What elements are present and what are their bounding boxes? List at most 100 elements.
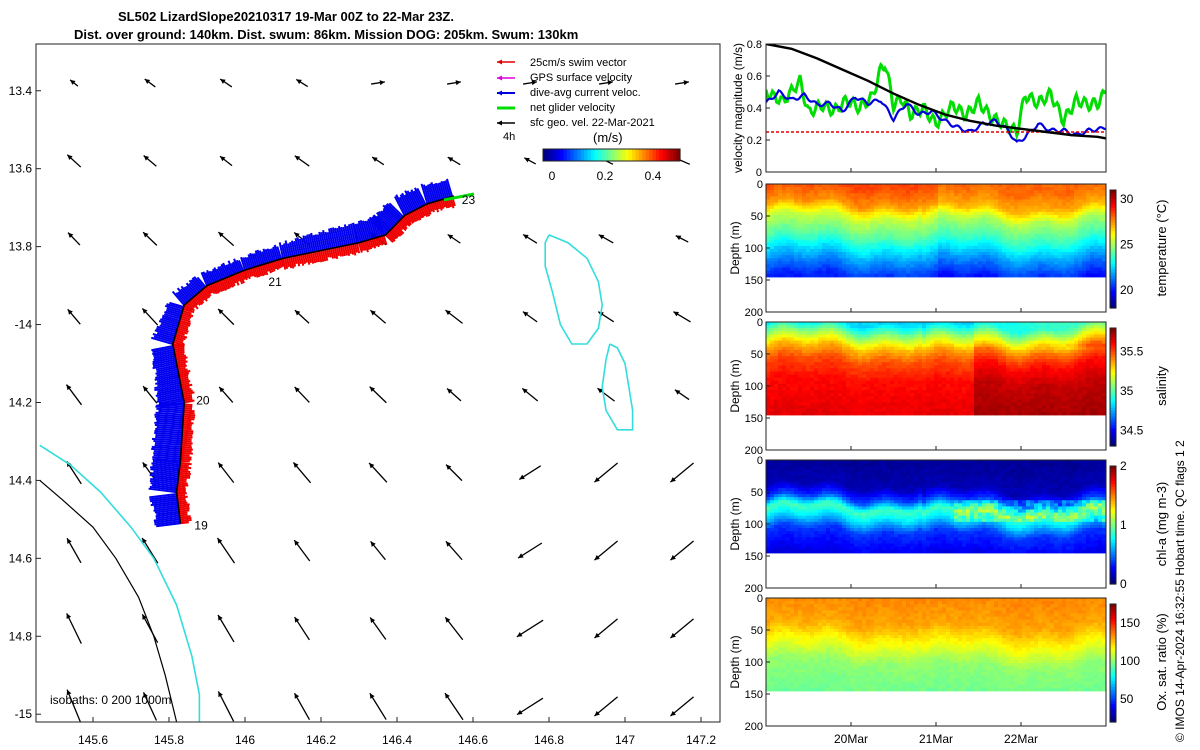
- dive-avg-vector: [444, 180, 452, 198]
- heat-cell: [1050, 227, 1055, 231]
- heat-cell: [966, 236, 971, 241]
- heat-cell: [766, 349, 771, 354]
- heat-cell: [782, 221, 787, 225]
- heat-cell: [766, 205, 771, 210]
- heat-cell: [794, 233, 799, 238]
- heat-cell: [794, 258, 799, 262]
- dive-avg-vector: [152, 348, 175, 356]
- heat-cell: [886, 408, 891, 413]
- geo-arrowhead: [296, 79, 302, 85]
- heat-cell: [878, 258, 883, 262]
- heat-cell: [766, 273, 771, 278]
- heat-cell: [1070, 214, 1075, 219]
- heat-cell: [1074, 218, 1079, 222]
- heat-cell: [942, 390, 947, 394]
- heat-cell: [1002, 218, 1007, 222]
- heat-cell: [850, 340, 855, 345]
- dive-avg-vector: [159, 324, 178, 332]
- heat-cell: [970, 346, 975, 351]
- heat-cell: [1026, 193, 1031, 197]
- heat-cell: [830, 261, 835, 266]
- heat-cell: [906, 368, 911, 373]
- heat-cell: [786, 377, 791, 382]
- heat-cell: [922, 331, 927, 335]
- dive-avg-vector: [154, 374, 180, 381]
- heat-cell: [926, 218, 931, 222]
- heat-cell: [922, 362, 927, 366]
- heat-cell: [978, 245, 983, 250]
- heat-cell: [846, 383, 851, 388]
- heat-cell: [778, 233, 783, 238]
- heat-cell: [866, 374, 871, 379]
- heat-cell: [794, 343, 799, 348]
- heat-cell: [918, 255, 923, 259]
- heat-cell: [914, 221, 919, 225]
- heat-cell: [822, 208, 827, 213]
- heat-cell: [926, 368, 931, 373]
- heat-cell: [814, 349, 819, 354]
- heat-cell: [950, 258, 955, 262]
- heat-cell: [950, 331, 955, 335]
- heat-cell: [962, 368, 967, 373]
- swim-vector: [292, 256, 297, 267]
- heat-cell: [1026, 270, 1031, 275]
- heat-cell: [930, 405, 935, 410]
- heat-cell: [1094, 255, 1099, 259]
- heat-cell: [886, 190, 891, 194]
- heat-cell: [850, 187, 855, 191]
- heat-cell: [814, 343, 819, 348]
- heat-cell: [850, 386, 855, 391]
- heat-cell: [794, 408, 799, 413]
- heat-cell: [838, 264, 843, 269]
- heat-cell: [930, 365, 935, 369]
- heat-cell: [822, 377, 827, 382]
- heat-cell: [962, 233, 967, 238]
- heat-cell: [1014, 199, 1019, 204]
- heat-cell: [774, 334, 779, 339]
- heat-cell: [866, 390, 871, 394]
- dive-avg-vector: [225, 264, 232, 277]
- heat-cell: [1086, 190, 1091, 194]
- heat-cell: [1042, 270, 1047, 275]
- heat-cell: [1102, 248, 1106, 253]
- heat-cell: [778, 187, 783, 191]
- heat-cell: [870, 227, 875, 231]
- heat-cell: [998, 236, 1003, 241]
- heat-cell: [826, 190, 831, 194]
- heat-cell: [806, 267, 811, 272]
- heat-cell: [854, 261, 859, 266]
- swim-vector: [320, 250, 325, 262]
- heat-cell: [1102, 273, 1106, 278]
- legend-gps-label: GPS surface velocity: [530, 72, 633, 84]
- swim-vector: [302, 254, 306, 265]
- heat-cell: [802, 202, 807, 207]
- heat-cell: [842, 270, 847, 275]
- heat-cell: [1086, 184, 1091, 188]
- heat-cell: [854, 184, 859, 188]
- heat-cell: [858, 393, 863, 397]
- heat-cell: [930, 359, 935, 363]
- heat-cell: [858, 252, 863, 256]
- heat-cell: [970, 184, 975, 188]
- heat-cell: [954, 386, 959, 391]
- dive-avg-vector: [155, 417, 184, 422]
- heat-cell: [886, 405, 891, 410]
- heat-cell: [902, 190, 907, 194]
- geo-arrowhead: [675, 235, 682, 241]
- heat-cell: [1086, 193, 1091, 197]
- heat-cell: [774, 255, 779, 259]
- heat-cell: [882, 248, 887, 253]
- heat-cell: [766, 218, 771, 222]
- heat-cell: [786, 252, 791, 256]
- dive-avg-vector: [150, 466, 180, 472]
- heat-cell: [850, 261, 855, 266]
- glider-track: [148, 178, 475, 528]
- heat-cell: [846, 411, 851, 416]
- heat-cell: [822, 346, 827, 351]
- heat-cell: [926, 184, 931, 188]
- heat-cell: [826, 383, 831, 388]
- heat-cell: [842, 334, 847, 339]
- heat-cell: [806, 245, 811, 250]
- heat-cell: [862, 227, 867, 231]
- heat-cell: [782, 411, 787, 416]
